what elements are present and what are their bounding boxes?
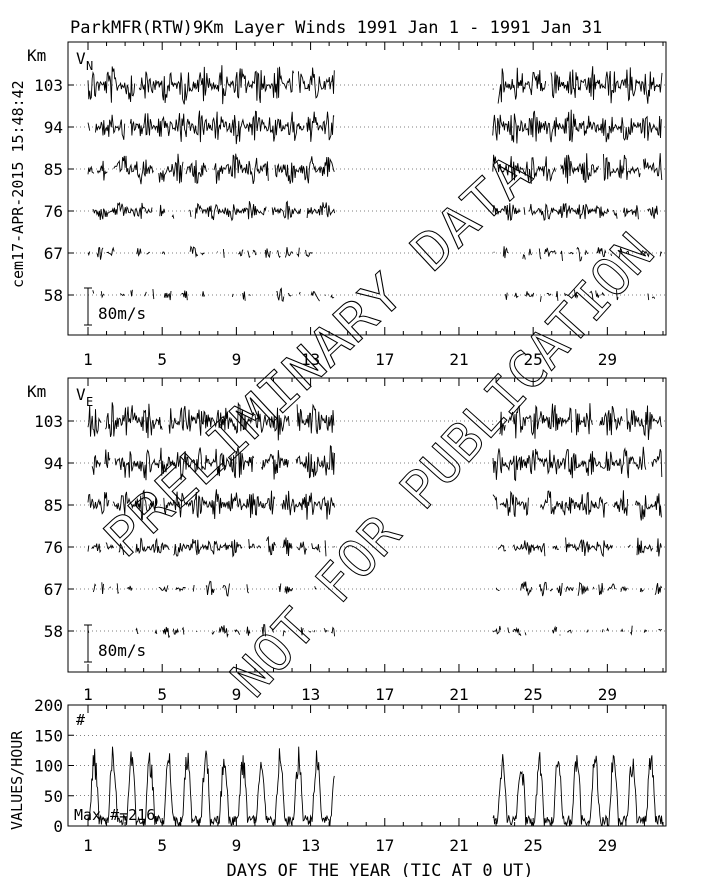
y-tick-label: 58: [44, 622, 63, 641]
wind-trace-76km: [87, 535, 662, 558]
wind-trace-103km: [87, 65, 663, 105]
scale-bar-label: 80m/s: [98, 304, 146, 323]
x-tick-label: 5: [157, 836, 167, 855]
x-tick-label: 13: [301, 350, 320, 369]
wind-trace-67km: [87, 245, 663, 262]
wind-trace-58km: [87, 623, 663, 638]
count-marker: #: [76, 711, 85, 729]
x-tick-label: 25: [524, 350, 543, 369]
x-tick-label: 21: [449, 685, 468, 704]
y-tick-label: 76: [44, 538, 63, 557]
x-axis-label: DAYS OF THE YEAR (TIC AT 0 UT): [226, 861, 533, 877]
component-subscript: E: [86, 395, 93, 409]
y-tick-label: 85: [44, 160, 63, 179]
x-axis-east: 1 5 9 13 17 21 25 29: [83, 378, 664, 704]
wind-trace-94km: [87, 109, 662, 145]
scale-bar-label: 80m/s: [98, 641, 146, 660]
x-tick-label: 1: [83, 685, 93, 704]
x-tick-label: 29: [598, 836, 617, 855]
panel-frame: [67, 41, 667, 336]
wind-trace-76km: [92, 200, 659, 222]
x-tick-label: 13: [301, 836, 320, 855]
y-tick-label: 58: [44, 286, 63, 305]
x-tick-label: 17: [375, 836, 394, 855]
chart-title: ParkMFR(RTW)9Km Layer Winds 1991 Jan 1 -…: [70, 18, 602, 38]
x-tick-label: 9: [232, 836, 242, 855]
x-tick-label: 21: [449, 350, 468, 369]
y-tick-label: 0: [53, 817, 63, 836]
panel-east: V E Km 103 94 85 76 67 58 80m/s: [27, 377, 667, 673]
x-tick-label: 9: [232, 350, 242, 369]
y-tick-label: 94: [44, 454, 63, 473]
y-tick-label: 103: [34, 76, 63, 95]
y-axis-label: VALUES/HOUR: [8, 730, 26, 830]
count-trace: [87, 746, 663, 827]
y-tick-label: 50: [44, 787, 63, 806]
x-tick-label: 17: [375, 685, 394, 704]
x-tick-label: 29: [598, 685, 617, 704]
y-tick-label: 200: [34, 696, 63, 715]
x-axis-north: 1 5 9 13 17 21 25 29: [83, 42, 664, 369]
x-tick-label: 1: [83, 836, 93, 855]
y-tick-label: 94: [44, 118, 63, 137]
wind-trace-67km: [92, 580, 663, 597]
component-subscript: N: [86, 59, 93, 73]
x-tick-label: 5: [157, 350, 167, 369]
x-tick-label: 25: [524, 685, 543, 704]
x-axis-count: 1 5 9 13 17 21 25 29: [83, 705, 664, 855]
x-tick-label: 29: [598, 350, 617, 369]
x-tick-label: 17: [375, 350, 394, 369]
component-label: V: [76, 385, 86, 404]
x-tick-label: 25: [524, 836, 543, 855]
y-axis-unit: Km: [27, 382, 46, 401]
y-axis-unit: Km: [27, 46, 46, 65]
wind-trace-85km: [87, 153, 663, 185]
y-tick-label: 103: [34, 412, 63, 431]
y-tick-label: 67: [44, 580, 63, 599]
y-tick-label: 76: [44, 202, 63, 221]
x-tick-label: 21: [449, 836, 468, 855]
watermark: PRELIMINARY DATA NOT FOR PUBLICATION: [92, 143, 666, 709]
wind-trace-103km: [87, 401, 663, 441]
panel-north: V N Km 103 94 85 76 67 58 80m/s: [27, 41, 667, 336]
y-tick-label: 100: [34, 757, 63, 776]
y-tick-label: 67: [44, 244, 63, 263]
x-tick-label: 13: [301, 685, 320, 704]
x-tick-label: 9: [232, 685, 242, 704]
component-label: V: [76, 49, 86, 68]
panel-frame: [67, 377, 667, 673]
wind-trace-85km: [87, 489, 662, 521]
y-tick-label: 150: [34, 726, 63, 745]
wind-trace-94km: [91, 445, 663, 482]
max-count-label: Max #=216: [74, 806, 155, 824]
y-tick-label: 85: [44, 496, 63, 515]
x-tick-label: 1: [83, 350, 93, 369]
timestamp-label: cem17-APR-2015 15:48:42: [9, 80, 27, 288]
x-tick-label: 5: [157, 685, 167, 704]
panel-count: 0 50 100 150 200 VALUES/HOUR # Max #=216: [8, 696, 667, 836]
